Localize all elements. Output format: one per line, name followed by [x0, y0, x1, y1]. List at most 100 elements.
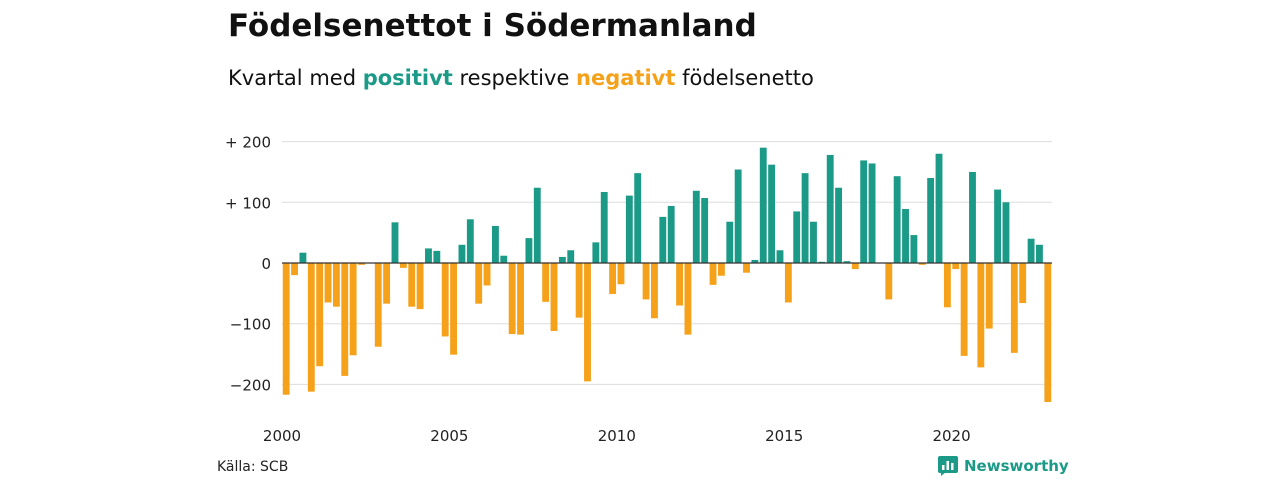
- x-tick-label: 2005: [430, 427, 468, 445]
- bar: [475, 263, 483, 304]
- bar: [835, 187, 843, 263]
- bar: [307, 263, 315, 392]
- bar: [450, 263, 458, 355]
- bar: [768, 164, 776, 263]
- bar: [399, 263, 407, 268]
- bar: [893, 176, 901, 263]
- bar: [550, 263, 558, 331]
- bar: [642, 263, 650, 300]
- bar: [1010, 263, 1018, 353]
- bar: [776, 250, 784, 263]
- chart-title: Födelsenettot i Södermanland: [228, 8, 757, 44]
- bar: [567, 250, 575, 263]
- bar: [910, 235, 918, 263]
- bar: [349, 263, 357, 356]
- bar: [316, 263, 324, 367]
- bar: [525, 238, 533, 263]
- brand-name: Newsworthy: [964, 457, 1069, 475]
- bar: [902, 208, 909, 263]
- bar: [609, 263, 617, 294]
- bar: [491, 225, 499, 263]
- bar: [517, 263, 524, 335]
- bar: [943, 263, 951, 308]
- x-tick-label: 2010: [598, 427, 636, 445]
- bar: [299, 252, 307, 263]
- bar: [1027, 238, 1035, 263]
- x-tick-label: 2020: [932, 427, 970, 445]
- bar: [592, 242, 600, 263]
- chart-subtitle: Kvartal med positivt respektive negativt…: [228, 66, 814, 90]
- bar: [651, 263, 658, 319]
- bar: [985, 263, 993, 329]
- bar: [935, 153, 943, 263]
- bar: [500, 255, 508, 263]
- bar: [358, 263, 365, 265]
- bar: [374, 263, 382, 347]
- bar: [851, 263, 859, 270]
- bar: [994, 189, 1002, 263]
- bar: [282, 263, 290, 395]
- x-tick-label: 2000: [263, 427, 301, 445]
- bar: [810, 221, 817, 263]
- bar: [425, 248, 432, 263]
- bar: [977, 263, 985, 368]
- bar: [391, 222, 399, 263]
- bar: [726, 221, 734, 263]
- bar: [784, 263, 792, 303]
- bar: [717, 263, 725, 276]
- bar: [868, 163, 876, 263]
- bar: [634, 173, 642, 263]
- bar: [533, 187, 541, 263]
- subtitle-negative-word: negativt: [576, 66, 676, 90]
- bar: [692, 190, 700, 263]
- bar: [324, 263, 332, 303]
- bar: [843, 261, 851, 263]
- bar: [558, 256, 566, 263]
- bar: [600, 191, 608, 263]
- bar: [684, 263, 692, 335]
- bar: [408, 263, 416, 307]
- bar: [466, 219, 474, 263]
- bar: [927, 178, 935, 263]
- bar: [918, 263, 926, 265]
- bar: [667, 205, 675, 263]
- bar: [584, 263, 591, 382]
- bar: [751, 259, 759, 263]
- bar: [701, 198, 709, 263]
- bar: [383, 263, 391, 304]
- y-tick-label: −100: [230, 316, 271, 334]
- newsworthy-logo-icon: [938, 456, 958, 476]
- y-tick-label: 0: [261, 255, 271, 273]
- bar: [801, 173, 809, 263]
- bar: [542, 263, 550, 302]
- bar: [483, 263, 491, 286]
- bar: [508, 263, 516, 335]
- bar: [441, 263, 449, 337]
- bar: [332, 263, 340, 307]
- bar: [575, 263, 583, 318]
- y-tick-label: −200: [230, 376, 271, 394]
- bar: [458, 244, 466, 263]
- bar: [969, 171, 976, 263]
- bar: [1044, 263, 1052, 403]
- subtitle-prefix: Kvartal med: [228, 66, 363, 90]
- bar: [291, 263, 298, 276]
- x-tick-label: 2015: [765, 427, 803, 445]
- bar: [659, 216, 667, 263]
- bar: [1002, 202, 1010, 263]
- subtitle-suffix: födelsenetto: [675, 66, 814, 90]
- bar: [1019, 263, 1027, 304]
- y-tick-label: + 100: [225, 194, 271, 212]
- bar: [617, 263, 625, 285]
- bar: [625, 195, 633, 263]
- brand[interactable]: Newsworthy: [938, 456, 1069, 476]
- y-tick-label: + 200: [225, 134, 271, 152]
- bar: [341, 263, 349, 376]
- subtitle-middle: respektive: [452, 66, 577, 90]
- bar: [759, 147, 767, 263]
- bar: [952, 263, 960, 270]
- bar: [1036, 244, 1043, 263]
- bar: [818, 261, 826, 263]
- bar: [960, 263, 968, 356]
